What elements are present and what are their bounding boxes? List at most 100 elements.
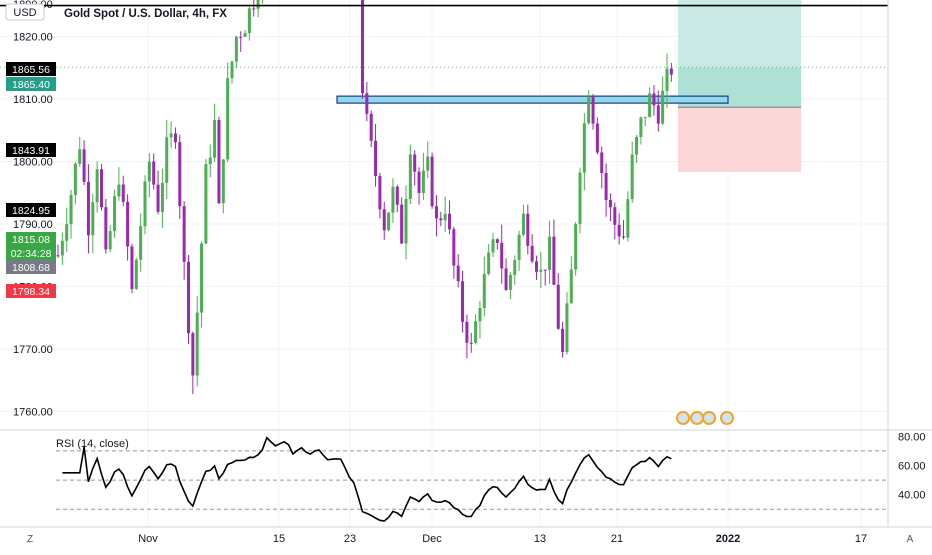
price-tag-label: 1865.40 xyxy=(12,79,50,91)
candle-bear xyxy=(417,171,421,193)
price-tag xyxy=(6,77,56,91)
candle-bear xyxy=(456,265,460,282)
time-label: 2022 xyxy=(716,533,740,545)
candle-bear xyxy=(369,113,373,141)
candle-bull xyxy=(208,157,212,165)
candle-bear xyxy=(439,218,443,221)
candle-bear xyxy=(187,261,190,334)
candle-bull xyxy=(626,199,630,238)
candle-bull xyxy=(117,184,121,197)
candle-bull xyxy=(508,274,512,290)
candle-bear xyxy=(121,184,125,202)
candle-bear xyxy=(561,328,565,352)
candle-bear xyxy=(178,142,182,207)
candle-bull xyxy=(165,137,169,183)
candle-bull xyxy=(139,226,143,260)
event-flags[interactable] xyxy=(676,411,734,425)
candle-bear xyxy=(461,281,465,322)
candle-bear xyxy=(543,269,547,271)
price-tag-label: 1843.91 xyxy=(12,145,50,157)
candle-bear xyxy=(413,154,417,172)
candle-bear xyxy=(182,206,186,262)
candle-bull xyxy=(204,164,208,244)
candle-bull xyxy=(65,224,69,241)
level-lines xyxy=(0,4,888,7)
candle-bear xyxy=(239,36,243,38)
candle-bull xyxy=(195,312,199,376)
candle-bear xyxy=(130,246,134,289)
candle-bear xyxy=(617,224,621,237)
candle-bear xyxy=(530,245,534,262)
candle-bull xyxy=(643,116,647,118)
price-tick: 1760.00 xyxy=(13,407,53,419)
candle-bear xyxy=(504,268,508,290)
candle-bull xyxy=(635,137,639,155)
candle-bear xyxy=(608,199,612,208)
candle-bull xyxy=(256,0,260,9)
price-tag xyxy=(6,284,56,298)
candle-bull xyxy=(408,154,412,199)
candle-bull xyxy=(387,212,391,231)
candle-bear xyxy=(552,236,556,285)
rsi-pane: 80.00 60.00 40.00 xyxy=(56,431,926,522)
candle-bear xyxy=(535,261,538,272)
candle-bear xyxy=(152,161,156,185)
candle-bear xyxy=(378,176,382,210)
auto-scale-button[interactable]: A xyxy=(907,534,914,545)
candle-bull xyxy=(539,269,543,272)
candle-bull xyxy=(565,303,569,352)
candle-bull xyxy=(648,93,652,117)
time-label: 17 xyxy=(855,533,867,545)
candle-bull xyxy=(169,133,173,138)
candle-bull xyxy=(517,234,521,261)
price-tag-label: 1815.08 xyxy=(12,234,50,246)
candle-bull xyxy=(78,149,82,164)
candle-bull xyxy=(630,154,634,200)
time-label: 21 xyxy=(611,533,623,545)
time-label: 23 xyxy=(344,533,356,545)
candle-bear xyxy=(126,201,130,247)
candle-bear xyxy=(173,133,177,143)
candle-bull xyxy=(587,96,591,124)
price-tag-label: 1808.68 xyxy=(12,262,50,274)
candle-bull xyxy=(548,236,552,270)
candle-bull xyxy=(478,307,482,322)
currency-badge[interactable] xyxy=(5,3,45,21)
candle-bear xyxy=(430,156,434,207)
candle-bear xyxy=(217,119,221,204)
price-tick: 1810.00 xyxy=(13,94,53,106)
candle-bear xyxy=(622,236,625,238)
candle-bull xyxy=(574,224,578,270)
candle-bull xyxy=(230,61,234,79)
candle-bull xyxy=(221,159,225,204)
candle-bull xyxy=(639,117,643,138)
price-tick: 1820.00 xyxy=(13,32,53,44)
candle-bull xyxy=(513,260,517,275)
candle-bear xyxy=(382,209,386,231)
candle-bull xyxy=(582,123,586,173)
candle-bull xyxy=(404,198,408,244)
chart-title: Gold Spot / U.S. Dollar, 4h, FX xyxy=(64,8,227,20)
zoom-button[interactable]: Z xyxy=(27,534,33,545)
candle-bull xyxy=(578,172,582,225)
time-label: 13 xyxy=(534,533,546,545)
candle-bear xyxy=(604,173,608,200)
price-tag xyxy=(6,62,56,76)
candle-bear xyxy=(86,181,90,236)
price-tag-label: 1824.95 xyxy=(12,205,50,217)
price-tick: 1770.00 xyxy=(13,344,53,356)
candle-bear xyxy=(600,152,604,174)
rsi-tick: 40.00 xyxy=(898,490,926,502)
candle-bull xyxy=(200,243,204,313)
price-tag-label: 1798.34 xyxy=(12,286,50,298)
candle-bear xyxy=(365,93,369,114)
candle-bull xyxy=(213,119,217,158)
price-tick: 1790.00 xyxy=(13,219,53,231)
candle-bull xyxy=(521,213,525,235)
candle-bear xyxy=(556,284,560,329)
candle-bear xyxy=(104,207,108,250)
candle-bear xyxy=(100,169,103,208)
candle-bear xyxy=(191,333,195,376)
